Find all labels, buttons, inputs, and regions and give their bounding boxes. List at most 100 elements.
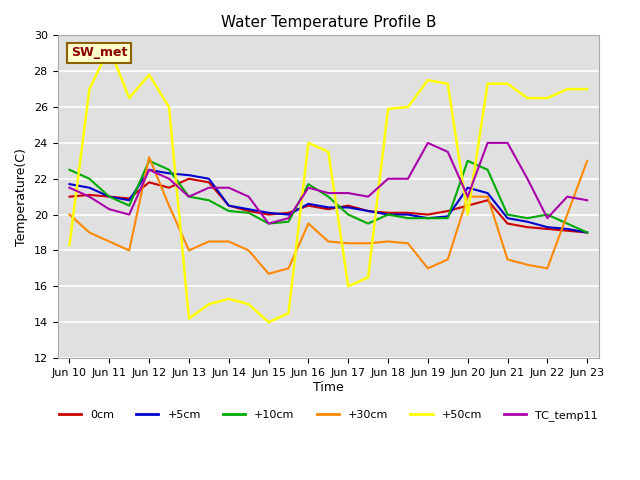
+5cm bbox=[384, 212, 392, 217]
+30cm bbox=[305, 221, 312, 227]
0cm bbox=[583, 229, 591, 235]
+30cm bbox=[205, 239, 212, 244]
+30cm bbox=[185, 248, 193, 253]
+5cm bbox=[504, 216, 511, 221]
0cm bbox=[504, 221, 511, 227]
+50cm bbox=[504, 81, 511, 86]
+50cm bbox=[464, 212, 472, 217]
Legend: 0cm, +5cm, +10cm, +30cm, +50cm, TC_temp11: 0cm, +5cm, +10cm, +30cm, +50cm, TC_temp1… bbox=[54, 406, 602, 425]
+50cm bbox=[66, 242, 74, 248]
+30cm bbox=[464, 194, 472, 200]
+30cm bbox=[444, 256, 452, 262]
0cm bbox=[205, 180, 212, 185]
+30cm bbox=[245, 248, 253, 253]
0cm bbox=[364, 208, 372, 214]
TC_temp11 bbox=[464, 194, 472, 200]
+5cm bbox=[66, 181, 74, 187]
+5cm bbox=[424, 216, 432, 221]
TC_temp11 bbox=[563, 194, 571, 200]
+10cm bbox=[125, 203, 133, 208]
+50cm bbox=[563, 86, 571, 92]
+50cm bbox=[364, 275, 372, 280]
TC_temp11 bbox=[543, 216, 551, 221]
Title: Water Temperature Profile B: Water Temperature Profile B bbox=[221, 15, 436, 30]
+10cm bbox=[504, 212, 511, 217]
0cm bbox=[324, 206, 332, 212]
+50cm bbox=[265, 319, 273, 325]
TC_temp11 bbox=[344, 190, 352, 196]
+10cm bbox=[205, 197, 212, 203]
0cm bbox=[404, 210, 412, 216]
0cm bbox=[165, 185, 173, 191]
0cm bbox=[285, 210, 292, 216]
0cm bbox=[145, 180, 153, 185]
+30cm bbox=[524, 262, 531, 268]
TC_temp11 bbox=[265, 221, 273, 227]
+50cm bbox=[125, 95, 133, 101]
TC_temp11 bbox=[185, 194, 193, 200]
TC_temp11 bbox=[424, 140, 432, 146]
+10cm bbox=[543, 212, 551, 217]
0cm bbox=[66, 194, 74, 200]
+10cm bbox=[344, 212, 352, 217]
TC_temp11 bbox=[484, 140, 492, 146]
+30cm bbox=[583, 158, 591, 164]
+5cm bbox=[324, 204, 332, 210]
+30cm bbox=[424, 265, 432, 271]
TC_temp11 bbox=[205, 185, 212, 191]
+10cm bbox=[185, 194, 193, 200]
+5cm bbox=[265, 210, 273, 216]
+50cm bbox=[324, 149, 332, 155]
Line: +10cm: +10cm bbox=[70, 161, 587, 232]
+30cm bbox=[484, 194, 492, 200]
Line: +5cm: +5cm bbox=[70, 170, 587, 232]
+10cm bbox=[364, 221, 372, 227]
TC_temp11 bbox=[384, 176, 392, 181]
+50cm bbox=[106, 45, 113, 51]
TC_temp11 bbox=[165, 176, 173, 181]
TC_temp11 bbox=[285, 216, 292, 221]
+50cm bbox=[185, 316, 193, 322]
+30cm bbox=[125, 248, 133, 253]
TC_temp11 bbox=[305, 185, 312, 191]
+5cm bbox=[344, 204, 352, 210]
+10cm bbox=[165, 167, 173, 173]
+50cm bbox=[245, 301, 253, 307]
0cm bbox=[524, 224, 531, 230]
+50cm bbox=[205, 301, 212, 307]
TC_temp11 bbox=[444, 149, 452, 155]
+5cm bbox=[524, 219, 531, 225]
+50cm bbox=[225, 296, 232, 302]
+5cm bbox=[205, 176, 212, 181]
TC_temp11 bbox=[106, 206, 113, 212]
+5cm bbox=[86, 185, 93, 191]
+10cm bbox=[265, 221, 273, 227]
+5cm bbox=[563, 226, 571, 232]
+30cm bbox=[384, 239, 392, 244]
+5cm bbox=[583, 229, 591, 235]
+30cm bbox=[404, 240, 412, 246]
TC_temp11 bbox=[504, 140, 511, 146]
+5cm bbox=[484, 190, 492, 196]
Y-axis label: Temperature(C): Temperature(C) bbox=[15, 148, 28, 246]
+50cm bbox=[344, 283, 352, 289]
0cm bbox=[484, 197, 492, 203]
+30cm bbox=[504, 256, 511, 262]
+50cm bbox=[305, 140, 312, 146]
TC_temp11 bbox=[364, 194, 372, 200]
X-axis label: Time: Time bbox=[313, 381, 344, 394]
TC_temp11 bbox=[583, 197, 591, 203]
TC_temp11 bbox=[225, 185, 232, 191]
+5cm bbox=[125, 197, 133, 203]
+30cm bbox=[106, 239, 113, 244]
+5cm bbox=[464, 185, 472, 191]
+30cm bbox=[324, 239, 332, 244]
Line: TC_temp11: TC_temp11 bbox=[70, 143, 587, 224]
+5cm bbox=[543, 224, 551, 230]
+50cm bbox=[404, 104, 412, 110]
+50cm bbox=[165, 104, 173, 110]
+30cm bbox=[265, 271, 273, 276]
+50cm bbox=[484, 81, 492, 86]
+10cm bbox=[145, 158, 153, 164]
+10cm bbox=[225, 208, 232, 214]
